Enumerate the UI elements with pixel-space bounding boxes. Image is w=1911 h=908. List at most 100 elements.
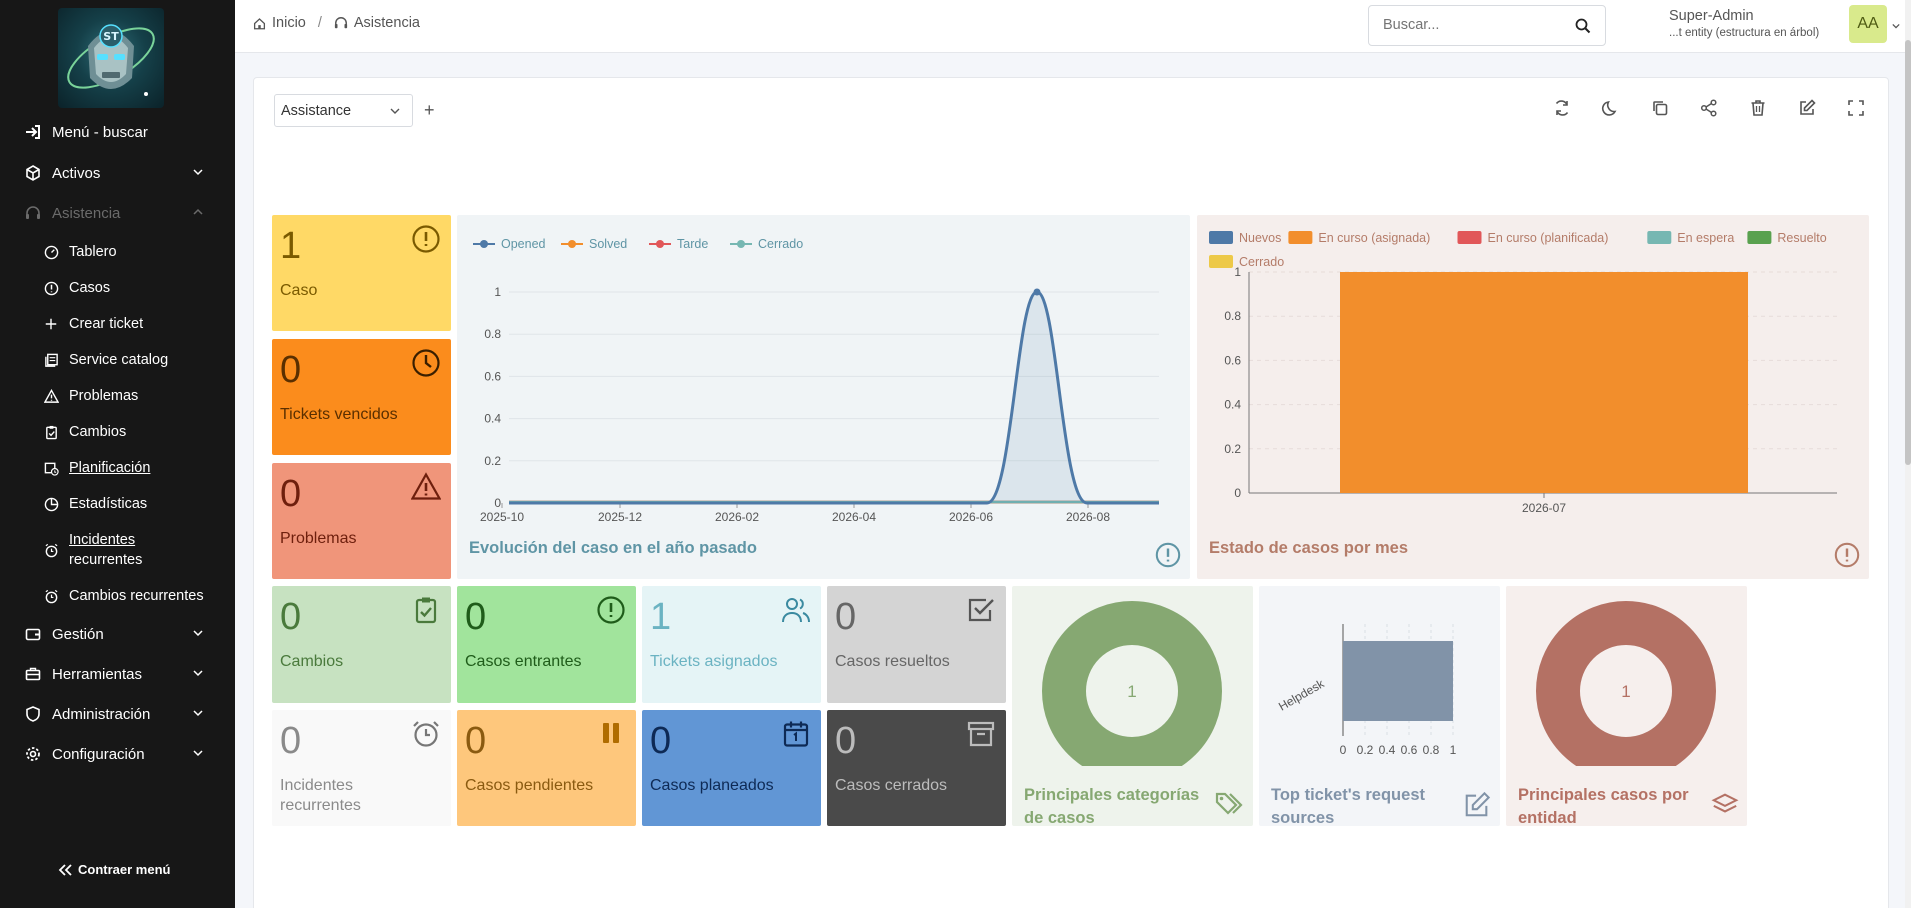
card-label: Casos resueltos (835, 653, 950, 670)
search-icon[interactable] (1575, 18, 1591, 34)
card-value: 1 (280, 225, 302, 267)
y-tick-label: 0.6 (1224, 353, 1241, 367)
breadcrumb-home[interactable]: Inicio (272, 15, 306, 31)
nav-menu-search[interactable]: Menú - buscar (0, 115, 235, 149)
collapse-menu-button[interactable]: Contraer menú (58, 862, 170, 877)
request-sources-title: Top ticket's request sources (1271, 786, 1425, 827)
top-header: Inicio / Asistencia Super-Admin ...t ent… (235, 0, 1911, 53)
trash-icon[interactable] (1748, 98, 1768, 118)
share-icon[interactable] (1699, 98, 1719, 118)
card-label: Problemas (280, 530, 357, 547)
sidebar-item-label: Crear ticket (69, 316, 144, 332)
warning-icon (43, 388, 59, 404)
fullscreen-icon[interactable] (1846, 98, 1866, 118)
donut-entidad-title: Principales casos por entidad (1518, 786, 1689, 827)
clipboard-check-icon (43, 424, 59, 440)
sidebar-item-planificacion[interactable]: Planificación (0, 458, 235, 478)
card-casos-cerrados[interactable]: 0 Casos cerrados (827, 710, 1006, 826)
nav-herramientas[interactable]: Herramientas (0, 657, 235, 691)
sidebar-item-label: Service catalog (69, 352, 169, 368)
copy-icon[interactable] (1650, 98, 1670, 118)
moon-icon[interactable] (1601, 98, 1621, 118)
avatar[interactable]: AA (1849, 5, 1887, 43)
card-casos-resueltos[interactable]: 0 Casos resueltos (827, 586, 1006, 703)
warning-icon (411, 472, 441, 500)
card-value: 0 (280, 596, 302, 638)
user-entity: ...t entity (estructura en árbol) (1669, 27, 1820, 39)
card-casos-pendientes[interactable]: 0 Casos pendientes (457, 710, 636, 826)
app-logo[interactable]: ST (58, 8, 164, 108)
line-chart-card: Opened Solved Tarde Cerrado 0 0.2 0.4 0.6 0.8 1 20… (457, 215, 1190, 579)
sidebar-item-cambios[interactable]: Cambios (0, 422, 235, 442)
card-incidentes-recurrentes[interactable]: 0 Incidentes recurrentes (272, 710, 451, 826)
edit-icon[interactable] (1797, 98, 1817, 118)
y-tick-label: 0.2 (1224, 442, 1241, 456)
bar-chart-title: Estado de casos por mes (1209, 539, 1408, 557)
sidebar-item-tablero[interactable]: Tablero (0, 242, 235, 262)
x-tick-label: 2026-04 (832, 510, 876, 524)
x-tick-label: 0.4 (1379, 743, 1396, 757)
donut-entidad-card: 1 Principales casos por entidad (1506, 586, 1747, 827)
card-casos-planeados[interactable]: 0 Casos planeados (642, 710, 821, 826)
tags-icon (1215, 792, 1243, 815)
x-tick-label: 0.6 (1401, 743, 1418, 757)
sidebar-item-cambios-recurrentes[interactable]: Cambios recurrentes (0, 586, 235, 606)
search-input[interactable] (1383, 17, 1563, 33)
card-label: Cambios (280, 653, 344, 670)
donut-chart-categorias: 1 (1042, 601, 1222, 781)
card-casos-entrantes[interactable]: 0 Casos entrantes (457, 586, 636, 703)
nav-configuracion[interactable]: Configuración (0, 737, 235, 771)
nav-activos[interactable]: Activos (0, 156, 235, 190)
legend-label: Nuevos (1239, 231, 1281, 245)
sidebar-item-casos[interactable]: Casos (0, 278, 235, 298)
refresh-icon[interactable] (1552, 98, 1572, 118)
card-cambios[interactable]: 0 Cambios (272, 586, 451, 703)
search-box (1368, 5, 1606, 46)
sidebar-item-crear-ticket[interactable]: Crear ticket (0, 314, 235, 334)
gauge-icon (43, 244, 59, 260)
donut-categorias-title: Principales categorías de casos (1024, 786, 1200, 827)
sidebar-item-estadisticas[interactable]: Estadísticas (0, 494, 235, 514)
x-tick-label: 2025-12 (598, 510, 642, 524)
card-problemas[interactable]: 0 Problemas (272, 463, 451, 579)
dashboard-select[interactable]: Assistance (274, 94, 413, 127)
pause-icon (603, 723, 619, 743)
legend-label: Solved (589, 237, 627, 251)
alarm-clock-icon (43, 542, 59, 558)
data-point (1033, 288, 1041, 296)
line-chart: Opened Solved Tarde Cerrado 0 0.2 0.4 0.6 0.8 1 20… (473, 237, 1159, 524)
y-tick-label: 0.2 (484, 454, 501, 468)
chevron-down-icon[interactable] (1892, 22, 1900, 30)
sidebar-item-service-catalog[interactable]: Service catalog (0, 350, 235, 370)
breadcrumb-asistencia[interactable]: Asistencia (353, 15, 420, 31)
card-caso[interactable]: 1 Caso (272, 215, 451, 331)
y-tick-label: 0 (494, 496, 501, 510)
sidebar-item-label: Estadísticas (69, 496, 148, 512)
nav-gestion[interactable]: Gestión (0, 617, 235, 651)
chevron-down-icon (193, 630, 203, 637)
alarm-clock-icon (43, 588, 59, 604)
card-tickets-asignados[interactable]: 1 Tickets asignados (642, 586, 821, 703)
nav-administracion[interactable]: Administración (0, 697, 235, 731)
x-tick-label: 2026-02 (715, 510, 759, 524)
page-scrollbar-thumb[interactable] (1905, 40, 1911, 465)
card-label: Caso (280, 282, 318, 299)
sidebar-item-problemas[interactable]: Problemas (0, 386, 235, 406)
user-info[interactable]: Super-Admin ...t entity (estructura en á… (1669, 8, 1819, 39)
pie-chart-icon (43, 496, 59, 512)
nav-asistencia[interactable]: Asistencia (0, 196, 235, 230)
exclamation-circle-icon (597, 596, 625, 624)
collapse-menu-label: Contraer menú (78, 862, 171, 877)
add-dashboard-button[interactable]: + (424, 100, 435, 120)
card-value: 0 (650, 720, 672, 762)
exclamation-circle-icon (43, 280, 59, 296)
legend-swatch (1209, 255, 1233, 268)
clipboard-check-icon (415, 597, 437, 624)
sidebar-item-incidentes-recurrentes[interactable]: Incidentes recurrentes (0, 530, 235, 570)
wallet-icon (24, 625, 42, 643)
card-tickets-vencidos[interactable]: 0 Tickets vencidos (272, 339, 451, 455)
x-tick-label: 2026-06 (949, 510, 993, 524)
card-label: Casos planeados (650, 777, 774, 794)
legend-label: Tarde (677, 237, 708, 251)
sidebar-item-label: Casos (69, 280, 111, 296)
